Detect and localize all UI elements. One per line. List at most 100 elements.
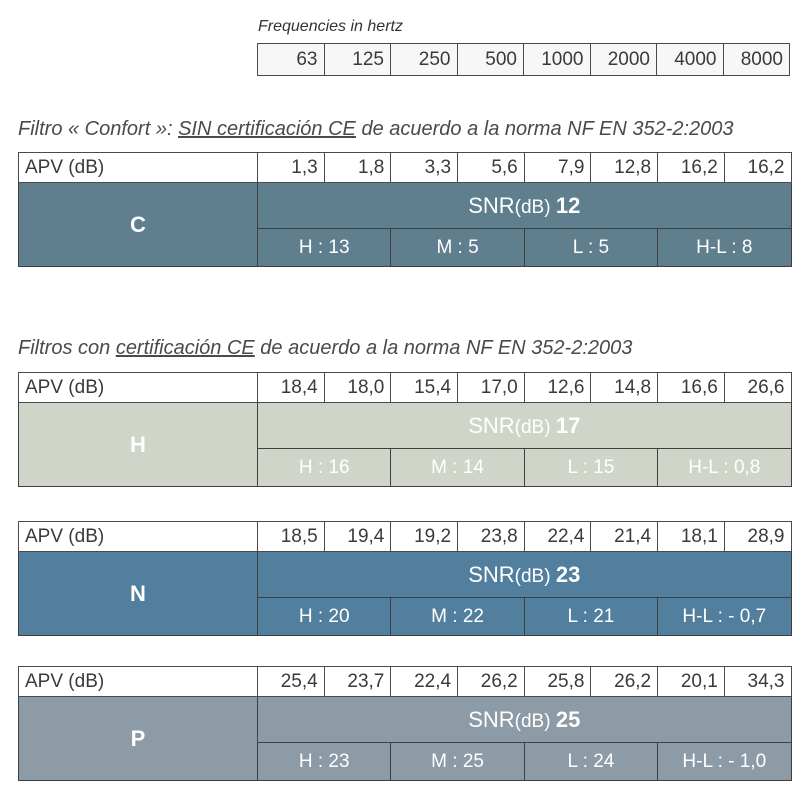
apv-value: 19,4 [323, 521, 392, 552]
apv-value: 16,2 [723, 152, 792, 183]
snr-value: 12 [555, 192, 581, 218]
apv-value: 23,8 [457, 521, 525, 552]
section-title-suffix: de acuerdo a la norma NF EN 352-2:2003 [355, 118, 734, 140]
frequency-cell: 4000 [656, 43, 724, 76]
hml-row: H : 23 M : 25 L : 24 H-L : - 1,0 [18, 742, 792, 781]
h-value: H : 20 [256, 597, 392, 636]
filter-table: APV (dB) 18,4 18,0 15,4 17,0 12,6 14,8 16,6 26,… [18, 372, 792, 487]
filter-name: N [18, 551, 258, 636]
apv-value: 1,3 [257, 152, 325, 183]
section-title-underlined: SIN certificación CE [178, 118, 356, 140]
frequency-cell: 250 [390, 43, 458, 76]
filter-name: P [18, 696, 258, 781]
apv-value: 16,6 [657, 372, 725, 403]
hl-value: H-L : 0,8 [657, 448, 792, 487]
filter-name: H [18, 402, 258, 487]
snr-unit: (dB) [514, 196, 556, 218]
apv-value: 5,6 [457, 152, 525, 183]
apv-value: 26,6 [723, 372, 792, 403]
hl-value: H-L : - 1,0 [657, 742, 792, 781]
snr-row: H SNR(dB) 17 [18, 402, 792, 487]
apv-value: 22,4 [523, 521, 592, 552]
section-title-prefix: Filtros con [18, 337, 116, 359]
apv-value: 1,8 [323, 152, 392, 183]
filter-block-n: APV (dB) 18,5 19,4 19,2 23,8 22,4 21,4 18,1 28,… [18, 521, 792, 636]
snr-row: P SNR(dB) 25 [18, 696, 792, 781]
h-value: H : 23 [256, 742, 392, 781]
apv-value: 22,4 [390, 666, 459, 697]
m-value: M : 22 [390, 597, 525, 636]
filter-table: APV (dB) 25,4 23,7 22,4 26,2 25,8 26,2 20,1 34,… [18, 666, 792, 781]
apv-label: APV (dB) [18, 521, 258, 552]
filter-block-h: APV (dB) 18,4 18,0 15,4 17,0 12,6 14,8 16,6 26,… [18, 372, 792, 487]
m-value: M : 25 [390, 742, 525, 781]
snr-cell: SNR(dB) 25 [257, 696, 792, 743]
l-value: L : 15 [523, 448, 659, 487]
hl-value: H-L : 8 [657, 228, 792, 267]
apv-value: 14,8 [590, 372, 659, 403]
apv-label: APV (dB) [18, 666, 258, 697]
apv-value: 7,9 [523, 152, 592, 183]
snr-label: SNR [468, 412, 515, 438]
apv-value: 3,3 [390, 152, 459, 183]
frequency-row: 63 125 250 500 1000 2000 4000 8000 [257, 43, 790, 76]
frequency-table: 63 125 250 500 1000 2000 4000 8000 [257, 43, 790, 76]
frequency-cell: 125 [323, 43, 391, 76]
hml-row: H : 13 M : 5 L : 5 H-L : 8 [18, 228, 792, 267]
apv-value: 12,8 [590, 152, 659, 183]
frequency-cell: 500 [456, 43, 524, 76]
snr-row: C SNR(dB) 12 [18, 182, 792, 267]
frequency-cell: 8000 [722, 43, 790, 76]
apv-value: 26,2 [590, 666, 659, 697]
snr-unit: (dB) [514, 416, 556, 438]
snr-cell: SNR(dB) 23 [257, 551, 792, 598]
snr-value: 17 [555, 412, 581, 438]
apv-row: APV (dB) 18,5 19,4 19,2 23,8 22,4 21,4 18,1 28,… [18, 521, 792, 552]
apv-value: 17,0 [457, 372, 525, 403]
snr-label: SNR [468, 706, 515, 732]
filter-table: APV (dB) 18,5 19,4 19,2 23,8 22,4 21,4 18,1 28,… [18, 521, 792, 636]
h-value: H : 16 [256, 448, 392, 487]
snr-label: SNR [468, 192, 515, 218]
apv-row: APV (dB) 1,3 1,8 3,3 5,6 7,9 12,8 16,2 16,2 [18, 152, 792, 183]
m-value: M : 5 [390, 228, 525, 267]
apv-value: 21,4 [590, 521, 659, 552]
apv-value: 19,2 [390, 521, 459, 552]
apv-row: APV (dB) 18,4 18,0 15,4 17,0 12,6 14,8 16,6 26,… [18, 372, 792, 403]
snr-value: 23 [555, 561, 581, 587]
frequency-cell: 1000 [523, 43, 591, 76]
section-title-no-ce: Filtro « Confort »: SIN certificación CE… [18, 118, 734, 141]
snr-unit: (dB) [514, 710, 556, 732]
apv-value: 28,9 [723, 521, 792, 552]
hl-value: H-L : - 0,7 [657, 597, 792, 636]
frequency-caption: Frequencies in hertz [258, 18, 403, 35]
filter-block-c: APV (dB) 1,3 1,8 3,3 5,6 7,9 12,8 16,2 16,2 C S… [18, 152, 792, 267]
m-value: M : 14 [390, 448, 525, 487]
apv-value: 18,4 [257, 372, 325, 403]
apv-value: 20,1 [657, 666, 725, 697]
apv-value: 25,8 [523, 666, 592, 697]
section-title-suffix: de acuerdo a la norma NF EN 352-2:2003 [254, 337, 633, 359]
apv-value: 15,4 [390, 372, 459, 403]
apv-value: 12,6 [523, 372, 592, 403]
apv-value: 23,7 [323, 666, 392, 697]
section-title-ce: Filtros con certificación CE de acuerdo … [18, 337, 632, 360]
l-value: L : 24 [523, 742, 659, 781]
snr-value: 25 [555, 706, 581, 732]
filter-table: APV (dB) 1,3 1,8 3,3 5,6 7,9 12,8 16,2 16,2 C S… [18, 152, 792, 267]
snr-cell: SNR(dB) 17 [257, 402, 792, 449]
snr-cell: SNR(dB) 12 [257, 182, 792, 229]
apv-value: 18,1 [657, 521, 725, 552]
apv-value: 34,3 [723, 666, 792, 697]
h-value: H : 13 [256, 228, 392, 267]
apv-value: 25,4 [257, 666, 325, 697]
filter-block-p: APV (dB) 25,4 23,7 22,4 26,2 25,8 26,2 20,1 34,… [18, 666, 792, 781]
l-value: L : 5 [523, 228, 659, 267]
snr-unit: (dB) [514, 565, 556, 587]
apv-value: 18,5 [257, 521, 325, 552]
section-title-underlined: certificación CE [115, 337, 255, 359]
apv-value: 26,2 [457, 666, 525, 697]
snr-label: SNR [468, 561, 515, 587]
filter-name: C [18, 182, 258, 267]
apv-value: 18,0 [323, 372, 392, 403]
